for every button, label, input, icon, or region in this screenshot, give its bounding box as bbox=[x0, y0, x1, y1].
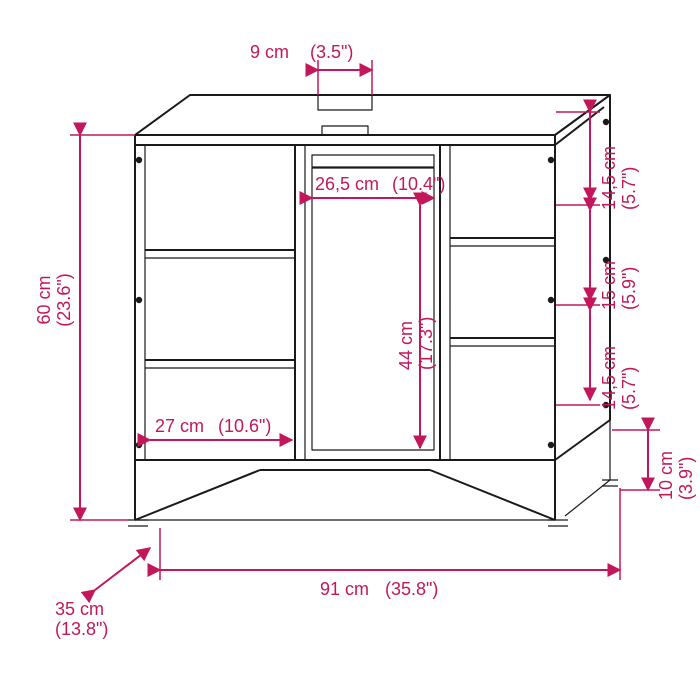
dim-left-compartment: 27 cm (10.6") bbox=[150, 416, 292, 440]
dim-height-total: 60 cm (23.6") bbox=[34, 135, 135, 520]
svg-text:91 cm: 91 cm bbox=[320, 579, 369, 599]
furniture-diagram: 9 cm (3.5") 60 cm (23.6") 35 cm (13.8") … bbox=[0, 0, 700, 700]
svg-text:(17.3"): (17.3") bbox=[416, 317, 436, 370]
dimensions: 9 cm (3.5") 60 cm (23.6") 35 cm (13.8") … bbox=[34, 42, 696, 639]
svg-text:(13.8"): (13.8") bbox=[55, 619, 108, 639]
svg-text:15 cm: 15 cm bbox=[599, 261, 619, 310]
svg-text:14,5 cm: 14,5 cm bbox=[599, 346, 619, 410]
dim-top-gap: 9 cm (3.5") bbox=[250, 42, 372, 95]
cabinet-body bbox=[128, 95, 618, 526]
dim-top-gap-label: 9 cm bbox=[250, 42, 289, 62]
svg-text:(5.7"): (5.7") bbox=[619, 367, 639, 410]
svg-text:26,5 cm: 26,5 cm bbox=[315, 174, 379, 194]
svg-text:(35.8"): (35.8") bbox=[385, 579, 438, 599]
dim-right-shelf-mid: 15 cm (5.9") bbox=[590, 210, 639, 310]
svg-text:(10.4"): (10.4") bbox=[392, 174, 445, 194]
svg-text:(3.9"): (3.9") bbox=[676, 457, 696, 500]
svg-text:35 cm: 35 cm bbox=[55, 599, 104, 619]
svg-text:44 cm: 44 cm bbox=[396, 321, 416, 370]
dim-right-shelf-bottom: 14,5 cm (5.7") bbox=[590, 310, 639, 410]
svg-text:27 cm: 27 cm bbox=[155, 416, 204, 436]
dim-right-shelf-top: 14,5 cm (5.7") bbox=[590, 112, 639, 210]
svg-text:(23.6"): (23.6") bbox=[54, 273, 74, 326]
dim-leg-clearance: 10 cm (3.9") bbox=[612, 430, 696, 500]
dim-door-width: 26,5 cm (10.4") bbox=[312, 174, 445, 198]
svg-text:14,5 cm: 14,5 cm bbox=[599, 146, 619, 210]
svg-text:(5.7"): (5.7") bbox=[619, 167, 639, 210]
svg-text:(5.9"): (5.9") bbox=[619, 267, 639, 310]
svg-text:60 cm: 60 cm bbox=[34, 275, 54, 324]
dim-depth: 35 cm (13.8") bbox=[55, 548, 150, 639]
svg-text:(3.5"): (3.5") bbox=[310, 42, 353, 62]
svg-text:(10.6"): (10.6") bbox=[218, 416, 271, 436]
dim-door-height: 44 cm (17.3") bbox=[396, 205, 436, 448]
svg-text:10 cm: 10 cm bbox=[656, 451, 676, 500]
dim-width-total: 91 cm (35.8") bbox=[160, 488, 620, 599]
